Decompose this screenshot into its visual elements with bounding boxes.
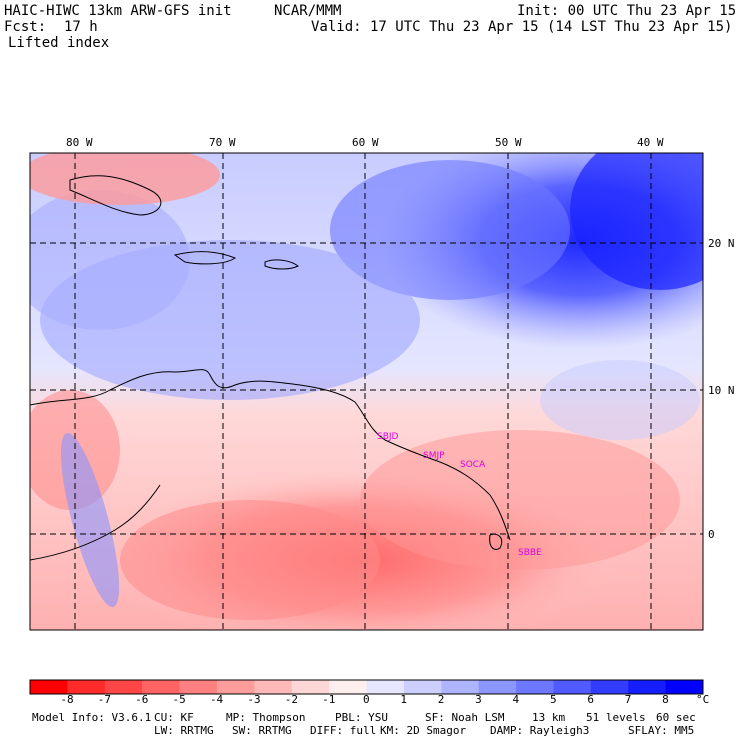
colorbar-tick-label: -7 [97,693,112,706]
lon-label-60w: 60 W [352,136,379,149]
colorbar-unit: °C [696,693,710,706]
colorbar-tick-label: 2 [437,693,445,706]
colorbar-tick-label: 5 [549,693,557,706]
colorbar-cell [254,680,293,694]
fcst-label: Fcst: [4,19,47,35]
lon-label-70w: 70 W [209,136,236,149]
valid-time: Valid: 17 UTC Thu 23 Apr 15 (14 LST Thu … [311,19,733,35]
field-name: Lifted index [8,35,110,51]
lon-label-40w: 40 W [637,136,664,149]
map-frame [29,152,704,631]
footer-pbl: PBL: YSU [335,711,388,724]
coastlines [30,175,511,561]
footer-sw: SW: RRTMG [232,724,292,737]
colorbar-tick-label: -6 [135,693,149,706]
colorbar-cell [30,680,68,694]
footer-sflay: SFLAY: MM5 [628,724,695,737]
station-sbjd: SBJD [377,432,399,442]
lon-label-80w: 80 W [66,136,93,149]
footer-resolution: 13 km [532,711,566,724]
lat-label-20n: 20 N [708,237,735,250]
colorbar [29,679,704,695]
lat-label-10n: 10 N [708,384,735,397]
colorbar-cell [329,680,367,694]
colorbar-tick-label: 0 [363,693,370,706]
colorbar-cell [366,680,405,694]
colorbar-cell [179,680,218,694]
footer-timestep: 60 sec [656,711,696,724]
colorbar-tick-label: -3 [247,693,261,706]
init-time: Init: 00 UTC Thu 23 Apr 15 [517,3,737,19]
colorbar-cell [553,680,592,694]
footer-cu: CU: KF [154,711,194,724]
colorbar-tick-label: 7 [624,693,632,706]
graticule [30,153,703,630]
station-smjp: SMJP [423,451,445,461]
colorbar-cell [665,680,704,694]
colorbar-cell [67,680,106,694]
fcst-value: 17 h [64,19,98,35]
org-label: NCAR/MMM [274,3,342,19]
colorbar-cell [142,680,181,694]
colorbar-tick-label: 3 [475,693,482,706]
footer-sf: SF: Noah LSM [425,711,505,724]
colorbar-tick-label: -4 [209,693,224,706]
footer-km: KM: 2D Smagor [380,724,467,737]
colorbar-cell [216,680,255,694]
station-soca: SOCA [460,460,486,470]
colorbar-tick-label: -1 [322,693,336,706]
colorbar-cell [516,680,554,694]
colorbar-tick-label: 1 [400,693,407,706]
colorbar-tick-label: -5 [172,693,186,706]
model-title: HAIC-HIWC 13km ARW-GFS init [4,3,232,19]
footer-lw: LW: RRTMG [154,724,214,737]
lat-label-0: 0 [708,528,715,541]
colorbar-tick-label: 8 [662,693,669,706]
colorbar-cell [291,680,330,694]
colorbar-cell [628,680,667,694]
field-shading [30,153,703,630]
colorbar-cell [104,680,143,694]
lon-label-50w: 50 W [495,136,522,149]
footer-levels: 51 levels [586,711,646,724]
colorbar-cell [403,680,442,694]
footer-mp: MP: Thompson [226,711,306,724]
footer-model-info: Model Info: V3.6.1 [32,711,152,724]
colorbar-cell [590,680,629,694]
colorbar-tick-label: 6 [587,693,594,706]
colorbar-tick-label: 4 [512,693,520,706]
colorbar-tick-label: -8 [60,693,74,706]
footer-damp: DAMP: Rayleigh3 [490,724,590,737]
footer-diff: DIFF: full [310,724,377,737]
station-sbbe: SBBE [518,548,542,558]
colorbar-tick-label: -2 [284,693,298,706]
colorbar-cell [478,680,517,694]
colorbar-cell [441,680,480,694]
